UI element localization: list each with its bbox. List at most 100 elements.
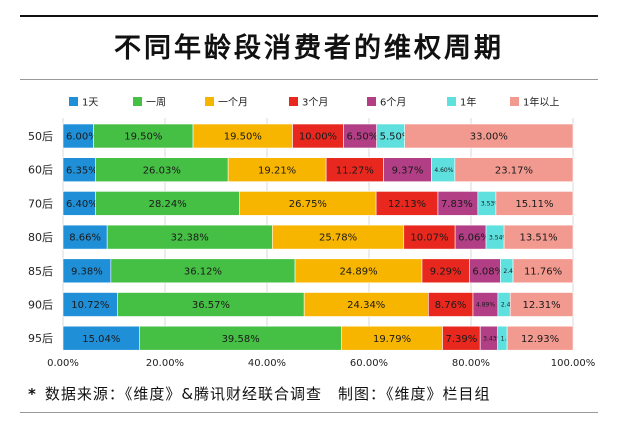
legend-label: 3个月 (302, 97, 328, 109)
bar-segment (62, 292, 118, 317)
legend-label: 1天 (82, 98, 98, 109)
data-label: 15.04% (82, 334, 120, 345)
bar-segment (294, 258, 423, 284)
legend-label: 1年 (460, 96, 476, 109)
data-label: 25.78% (319, 233, 357, 244)
bar-segment (428, 292, 474, 317)
bar-segment (95, 191, 240, 216)
footer-text: 数据来源：《维度》&腾讯财经联合调查 制图：《维度》栏目组 (44, 385, 491, 403)
bar-segment (509, 292, 574, 317)
title-rule (20, 79, 598, 80)
data-label: 10.07% (410, 233, 448, 244)
data-label: 36.12% (184, 266, 222, 277)
bar-segment (139, 325, 342, 351)
data-label: 5.50% (380, 132, 412, 143)
legend-swatch (69, 97, 78, 106)
legend-item: 3个月 (289, 97, 328, 109)
legend-label: 一个月 (218, 97, 248, 109)
data-label: 12.31% (523, 300, 561, 311)
bar-segment (403, 224, 456, 250)
data-label: 28.24% (149, 199, 187, 210)
data-label: 6.40% (66, 199, 98, 210)
legend-item: 一周 (133, 97, 166, 109)
data-label: 9.38% (71, 266, 103, 277)
data-label: 11.76% (524, 266, 562, 277)
category-label: 60后 (28, 164, 53, 177)
data-label: 19.79% (373, 334, 411, 345)
data-label: 3.43% (483, 335, 502, 342)
data-label: 12.93% (521, 334, 559, 345)
category-label: 85后 (28, 265, 53, 278)
category-label: 50后 (28, 130, 53, 143)
data-label: 3.54% (489, 234, 508, 241)
x-tick-label: 40.00% (248, 358, 286, 369)
data-label: 39.58% (222, 334, 260, 345)
data-label: 19.50% (224, 132, 262, 143)
bar-segment (442, 325, 481, 351)
data-label: 4.89% (476, 302, 495, 309)
legend-swatch (447, 97, 456, 106)
data-label: 15.11% (515, 199, 553, 210)
bar-segment (375, 191, 439, 216)
legend-label: 1年以上 (523, 96, 559, 109)
category-label: 90后 (28, 299, 53, 312)
legend-item: 1年 (447, 96, 476, 109)
data-label: 7.39% (445, 334, 477, 345)
data-label: 33.00% (470, 132, 508, 143)
bar-segment (421, 258, 470, 284)
bar-segment (512, 258, 574, 284)
legend-swatch (205, 97, 214, 106)
data-label: 4.60% (434, 167, 453, 174)
data-label: 10.00% (299, 132, 337, 143)
data-label: 24.89% (339, 266, 377, 277)
bar-segment (404, 123, 574, 149)
category-label: 70后 (28, 197, 53, 210)
x-tick-label: 60.00% (350, 358, 388, 369)
chart-title: 不同年龄段消费者的维权周期 (114, 33, 504, 64)
data-label: 3.53% (481, 201, 500, 208)
bar-segment (227, 157, 327, 182)
bar-segment (495, 191, 574, 216)
bar-segment (303, 292, 429, 317)
data-label: 9.29% (430, 266, 462, 277)
data-label: 23.17% (495, 165, 533, 176)
data-label: 19.21% (258, 165, 296, 176)
bar-segment (469, 258, 501, 284)
legend-swatch (367, 97, 376, 106)
bar-segment (472, 292, 499, 317)
bar-segment (506, 325, 574, 351)
bar-segment (62, 191, 96, 216)
bar-segment (292, 123, 344, 149)
bar-segment (62, 325, 141, 351)
data-label: 6.50% (347, 132, 379, 143)
legend-item: 1年以上 (510, 96, 559, 109)
bar-segment (503, 224, 574, 250)
data-label: 7.83% (441, 199, 473, 210)
bar-segment (341, 325, 443, 351)
data-label: 26.75% (289, 199, 327, 210)
legend-label: 6个月 (380, 97, 406, 109)
category-label: 95后 (28, 332, 53, 345)
data-label: 32.38% (171, 233, 209, 244)
bar-segment (383, 157, 432, 182)
data-label: 6.00% (66, 132, 98, 143)
bar-segment (110, 258, 296, 284)
bar-segment (239, 191, 377, 216)
data-label: 6.35% (66, 165, 98, 176)
bar-segment (454, 224, 487, 250)
data-label: 8.66% (69, 233, 101, 244)
x-tick-label: 80.00% (452, 358, 490, 369)
legend-item: 6个月 (367, 97, 406, 109)
bar-segment (454, 157, 574, 182)
x-tick-label: 0.00% (47, 358, 79, 369)
footer-source: * 数据来源：《维度》&腾讯财经联合调查 制图：《维度》栏目组 (28, 383, 491, 404)
x-tick-label: 20.00% (146, 358, 184, 369)
data-label: 6.08% (472, 266, 504, 277)
data-label: 6.06% (458, 233, 490, 244)
legend-item: 1天 (69, 97, 98, 109)
bar-segment (117, 292, 305, 317)
data-label: 8.76% (435, 300, 467, 311)
data-label: 11.27% (336, 165, 374, 176)
bar-segment (343, 123, 377, 149)
